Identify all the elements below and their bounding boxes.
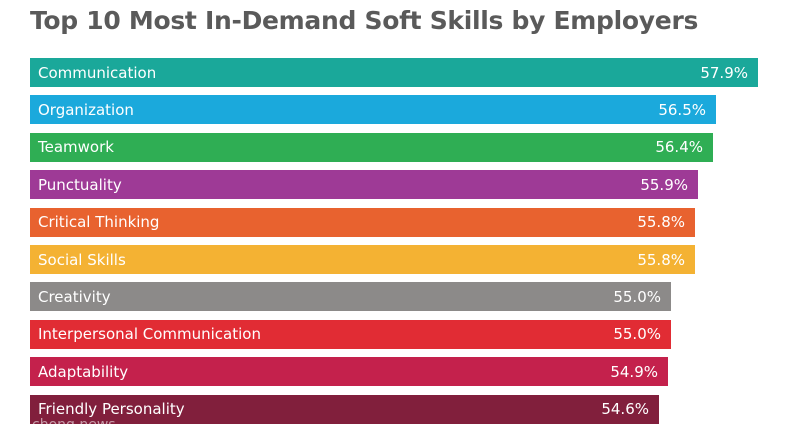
bar-value-label: 57.9% [700, 63, 748, 82]
bar-label: Teamwork [38, 138, 114, 157]
bar-label: Adaptability [38, 362, 129, 381]
bar-organization: Organization 56.5% [30, 95, 716, 125]
bar-label: Organization [38, 100, 134, 119]
bar-value-label: 55.9% [640, 175, 688, 194]
bar-value-label: 56.5% [658, 100, 706, 119]
bar-label: Friendly Personality [38, 400, 185, 419]
bar-label: Creativity [38, 287, 111, 306]
bar-critical-thinking: Critical Thinking 55.8% [30, 207, 695, 237]
bar-adaptability: Adaptability 54.9% [30, 357, 668, 387]
bar-value-label: 55.8% [637, 250, 685, 269]
chart-title: Top 10 Most In-Demand Soft Skills by Emp… [30, 6, 699, 35]
bar-value-label: 54.9% [610, 362, 658, 381]
bar-label: Social Skills [38, 250, 126, 269]
bar-value-label: 55.0% [613, 325, 661, 344]
watermark: chong news [32, 417, 116, 433]
bar-value-label: 54.6% [601, 400, 649, 419]
bar-value-label: 56.4% [655, 138, 703, 157]
bar-label: Interpersonal Communication [38, 325, 261, 344]
bar-label: Critical Thinking [38, 213, 160, 232]
bar-creativity: Creativity 55.0% [30, 282, 671, 312]
bar-interpersonal-communication: Interpersonal Communication 55.0% [30, 319, 671, 349]
bar-label: Punctuality [38, 175, 122, 194]
bar-label: Communication [38, 63, 157, 82]
bar-friendly-personality: Friendly Personality 54.6% [30, 394, 659, 424]
bar-value-label: 55.8% [637, 213, 685, 232]
bar-punctuality: Punctuality 55.9% [30, 170, 698, 200]
bar-value-label: 55.0% [613, 287, 661, 306]
bar-communication: Communication 57.9% [30, 58, 758, 87]
bar-social-skills: Social Skills 55.8% [30, 245, 695, 274]
bar-teamwork: Teamwork 56.4% [30, 132, 713, 162]
